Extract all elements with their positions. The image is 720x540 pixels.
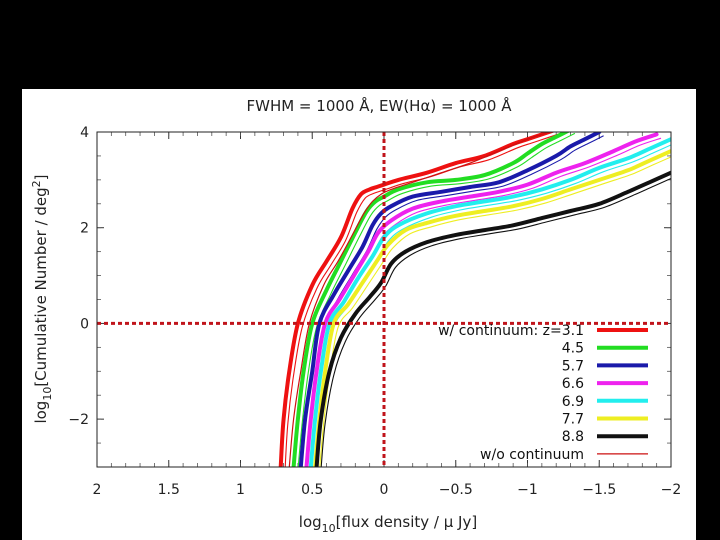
x-tick-label: −1.5 [582,482,616,498]
legend-label: w/o continuum [480,447,584,463]
series-line [291,132,571,467]
series-companion-line [284,132,567,467]
x-tick-label: −1 [517,482,538,498]
plot-frame [96,131,672,468]
x-tick-label: 1.5 [158,482,180,498]
x-axis-label: log10[flux density / μ Jy] [299,513,477,535]
legend-label: 8.8 [562,429,584,445]
axis-ticks: 2 1.5 1 0.5 0 −0.5 −1 −1.5 −2 4 2 0 −2 [68,125,681,498]
series-line [298,132,602,467]
legend-label: 6.9 [562,394,584,410]
y-tick-label: −2 [68,412,89,428]
reference-lines [97,132,671,467]
y-axis-label: log10[Cumulative Number / deg2] [30,174,54,423]
legend-label: 6.6 [562,376,584,392]
series-line [313,149,671,467]
x-tick-label: 2 [93,482,102,498]
y-tick-label: 4 [80,125,89,141]
series-companion-line [319,156,671,467]
legend-label: w/ continuum: z=3.1 [438,323,584,339]
series-line [288,132,551,467]
x-tick-label: 1 [236,482,245,498]
x-tick-label: 0 [380,482,389,498]
legend: w/ continuum: z=3.1 4.55.7 6.6 6.9 7.78.8 w/o… [438,323,648,463]
x-tick-label: 0.5 [301,482,323,498]
series-line [314,170,671,467]
chart-panel: FWHM = 1000 Å, EW(Hα) = 1000 Å 2 1.5 1 0.5 0… [22,89,696,540]
chart-svg: FWHM = 1000 Å, EW(Hα) = 1000 Å 2 1.5 1 0.5 0… [30,96,681,535]
series-companion-line [320,177,671,467]
legend-label: 5.7 [562,358,584,374]
y-tick-label: 2 [80,221,89,237]
legend-label: 4.5 [562,341,584,357]
chart-title: FWHM = 1000 Å, EW(Hα) = 1000 Å [246,96,512,115]
legend-label: 7.7 [562,412,584,428]
y-tick-label: 0 [80,316,89,332]
x-tick-label: −2 [661,482,682,498]
x-tick-label: −0.5 [439,482,473,498]
series-line [304,132,659,467]
